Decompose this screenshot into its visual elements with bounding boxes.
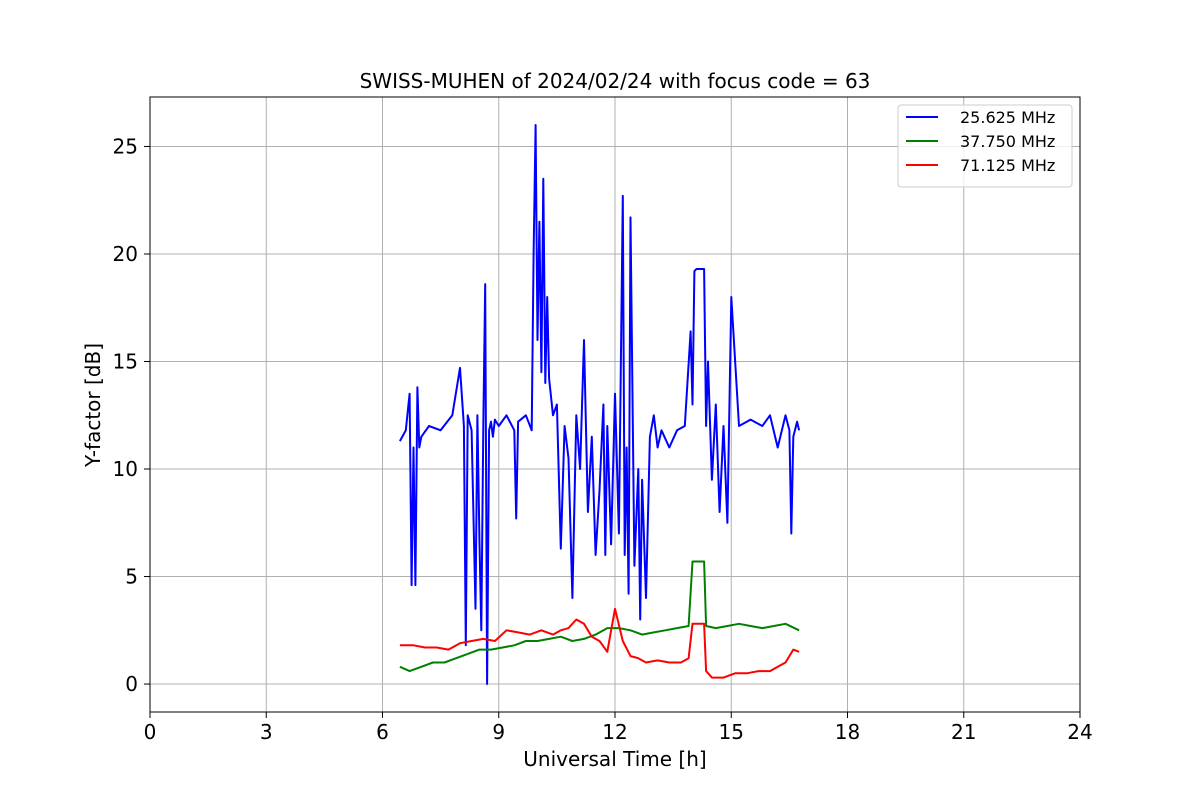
- x-tick-label: 3: [260, 720, 273, 744]
- y-axis-ticks: 0 5 10 15 20 25: [113, 134, 150, 696]
- series-line-1: [399, 560, 800, 673]
- plot-lines: [399, 124, 801, 685]
- legend: 25.625 MHz 37.750 MHz 71.125 MHz: [897, 104, 1073, 188]
- x-tick-label: 6: [376, 720, 389, 744]
- x-tick-label: 12: [602, 720, 627, 744]
- x-tick-label: 18: [835, 720, 860, 744]
- legend-box: [897, 104, 1073, 188]
- chart-title: SWISS-MUHEN of 2024/02/24 with focus cod…: [360, 69, 871, 93]
- y-tick-label: 20: [113, 242, 138, 266]
- y-axis-label: Y-factor [dB]: [81, 343, 105, 468]
- y-tick-label: 25: [113, 134, 138, 158]
- x-tick-label: 24: [1067, 720, 1092, 744]
- y-tick-label: 5: [125, 565, 138, 589]
- legend-label: 71.125 MHz: [960, 156, 1055, 175]
- x-axis-ticks: 0 3 6 9 12 15 18 21 24: [144, 712, 1093, 744]
- legend-label: 25.625 MHz: [960, 108, 1055, 127]
- x-tick-label: 9: [492, 720, 505, 744]
- y-tick-label: 10: [113, 457, 138, 481]
- series-line-2: [399, 607, 800, 679]
- x-tick-label: 0: [144, 720, 157, 744]
- y-tick-label: 15: [113, 349, 138, 373]
- series-line-0: [399, 124, 801, 685]
- x-tick-label: 15: [719, 720, 744, 744]
- legend-label: 37.750 MHz: [960, 132, 1055, 151]
- x-tick-label: 21: [951, 720, 976, 744]
- y-tick-label: 0: [125, 672, 138, 696]
- x-axis-label: Universal Time [h]: [523, 747, 706, 771]
